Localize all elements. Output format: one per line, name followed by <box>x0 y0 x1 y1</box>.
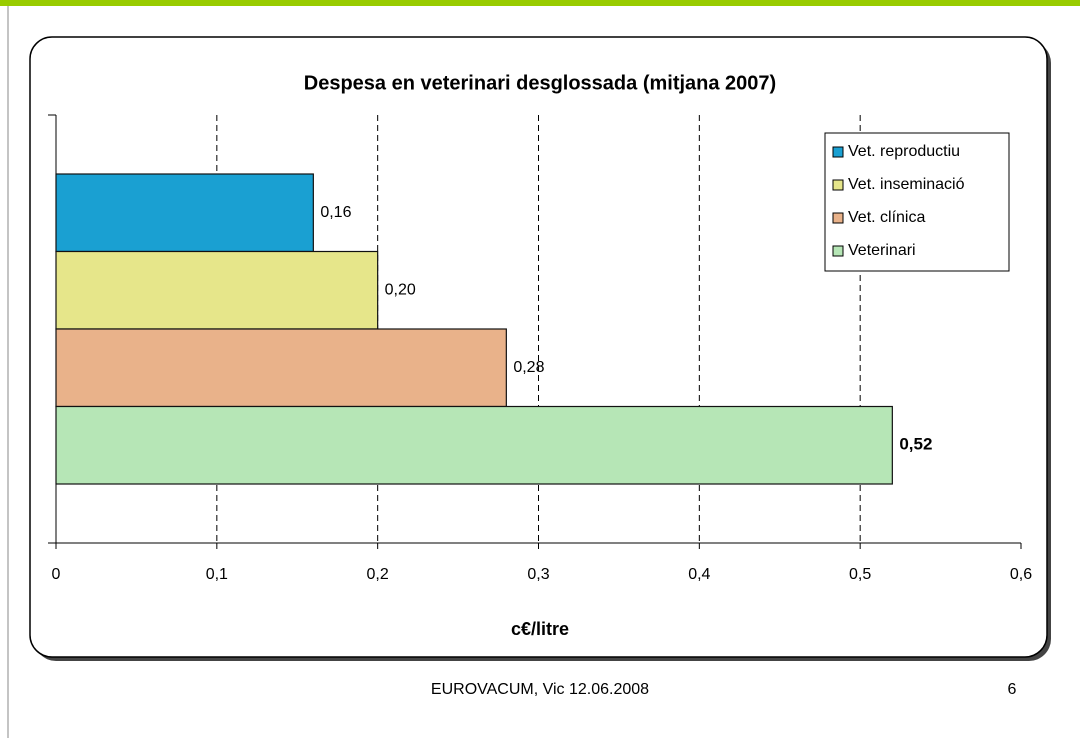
bar <box>56 252 378 330</box>
legend-swatch <box>833 180 843 190</box>
legend-swatch <box>833 213 843 223</box>
x-tick-label: 0,2 <box>367 566 389 583</box>
value-label: 0,16 <box>320 204 351 221</box>
bar <box>56 407 892 485</box>
chart-title: Despesa en veterinari desglossada (mitja… <box>304 72 776 94</box>
value-label: 0,52 <box>899 435 932 454</box>
x-tick-label: 0,4 <box>688 566 710 583</box>
x-tick-label: 0,1 <box>206 566 228 583</box>
legend-label: Vet. inseminació <box>848 176 965 193</box>
x-tick-label: 0,6 <box>1010 566 1032 583</box>
top-bar <box>0 0 1080 6</box>
value-label: 0,20 <box>385 281 416 298</box>
legend-swatch <box>833 246 843 256</box>
x-tick-label: 0 <box>52 566 61 583</box>
slide: Despesa en veterinari desglossada (mitja… <box>0 0 1080 738</box>
legend-label: Veterinari <box>848 242 916 259</box>
x-axis-label: c€/litre <box>511 619 569 639</box>
bar <box>56 174 313 252</box>
bar <box>56 329 506 407</box>
value-label: 0,28 <box>513 359 544 376</box>
legend-label: Vet. clínica <box>848 209 925 226</box>
legend-swatch <box>833 147 843 157</box>
x-tick-label: 0,3 <box>527 566 549 583</box>
footer-text: EUROVACUM, Vic 12.06.2008 <box>431 681 649 698</box>
page-number: 6 <box>1008 681 1017 698</box>
x-tick-label: 0,5 <box>849 566 871 583</box>
legend-label: Vet. reproductiu <box>848 143 960 160</box>
